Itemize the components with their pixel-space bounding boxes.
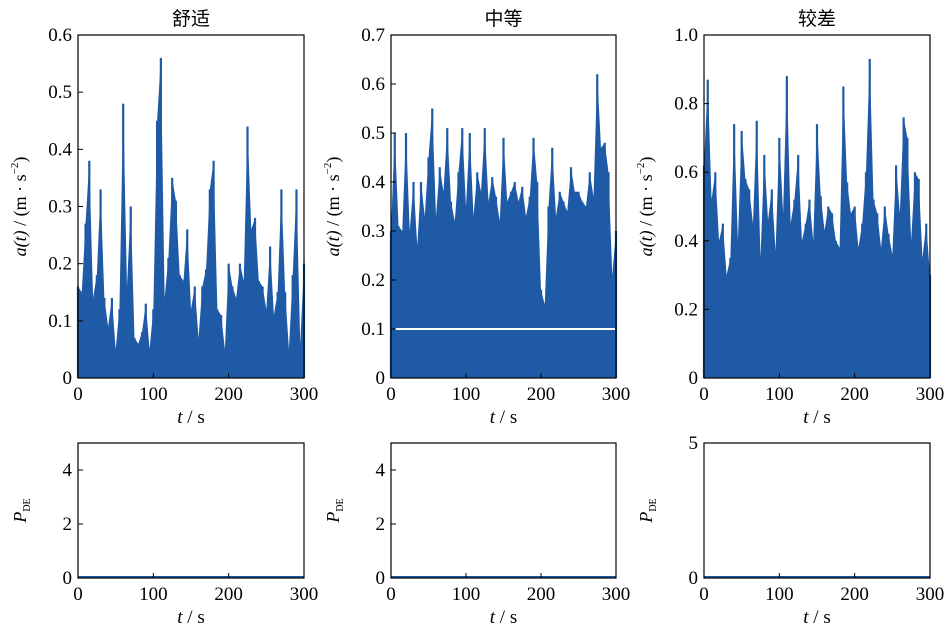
y-tick-label: 0	[63, 368, 73, 389]
plot-frame	[77, 442, 305, 579]
chart-title: 中等	[484, 8, 522, 30]
chart-panel-1: 0 100 200 300 0 0.1 0.2 0.3 0.4 0.5 0.6 舒适 t / s a(t)…	[9, 8, 318, 428]
plot-frame	[703, 34, 931, 379]
x-axis-label: t / s	[490, 607, 517, 628]
y-tick-label: 0	[63, 568, 73, 589]
y-tick-label: 0.3	[361, 221, 385, 242]
x-tick-label: 200	[214, 384, 243, 405]
x-tick-label: 100	[452, 584, 481, 605]
plot-frame	[390, 34, 617, 379]
plot-frame	[703, 442, 931, 579]
y-tick-label: 0.1	[48, 311, 72, 332]
y-tick-label: 0.3	[48, 197, 72, 218]
x-axis-label: t / s	[803, 607, 830, 628]
x-tick-label: 200	[840, 384, 869, 405]
x-tick-label: 0	[386, 584, 396, 605]
y-tick-label: 0.6	[674, 162, 698, 183]
y-tick-label: 0	[689, 368, 699, 389]
y-tick-label: 0	[376, 568, 386, 589]
chart-title: 舒适	[172, 8, 210, 30]
x-tick-label: 200	[214, 584, 243, 605]
x-tick-label: 200	[527, 384, 556, 405]
x-tick-label: 100	[139, 384, 168, 405]
x-tick-label: 0	[699, 584, 709, 605]
plot-frame	[390, 442, 617, 579]
y-tick-label: 2	[63, 514, 73, 535]
y-tick-label: 5	[689, 433, 699, 454]
x-tick-label: 300	[916, 584, 945, 605]
x-tick-label: 200	[527, 584, 556, 605]
x-tick-label: 100	[765, 584, 794, 605]
y-tick-label: 0.1	[361, 319, 385, 340]
x-tick-label: 0	[386, 384, 396, 405]
y-tick-label: 0.2	[361, 270, 385, 291]
x-axis-label: t / s	[177, 607, 204, 628]
x-tick-label: 100	[139, 584, 168, 605]
y-tick-label: 0.4	[361, 172, 385, 193]
chart-panel-2: 0 100 200 300 0 0.1 0.2 0.3 0.4 0.5 0.6 0.7 中等 t / s a…	[322, 8, 630, 428]
y-tick-label: 2	[376, 514, 386, 535]
x-tick-label: 0	[699, 384, 709, 405]
y-tick-label: 0.2	[674, 299, 698, 320]
chart-title: 较差	[798, 8, 836, 30]
chart-panel-6: 0 100 200 300 0 5 t / s PDE	[636, 433, 944, 628]
x-tick-label: 300	[602, 384, 631, 405]
x-tick-label: 300	[602, 584, 631, 605]
chart-panel-4: 0 100 200 300 0 2 4 t / s PDE	[10, 442, 319, 628]
y-axis-label: a(t) / (m · s−2)	[322, 157, 344, 257]
y-tick-label: 0.2	[48, 254, 72, 275]
chart-panel-3: 0 100 200 300 0 0.2 0.4 0.6 0.8 1.0 较差 t / s a(t) / …	[635, 8, 944, 428]
y-axis-label: PDE	[636, 498, 659, 523]
y-axis-label: PDE	[323, 498, 346, 523]
x-axis-label: t / s	[803, 407, 830, 428]
y-tick-label: 4	[63, 460, 73, 481]
x-axis-label: t / s	[490, 407, 517, 428]
y-tick-label: 0.5	[48, 82, 72, 103]
x-tick-label: 300	[290, 384, 319, 405]
y-tick-label: 0.4	[674, 231, 698, 252]
y-tick-label: 0.6	[48, 25, 72, 46]
x-tick-label: 300	[290, 584, 319, 605]
x-tick-label: 200	[840, 584, 869, 605]
y-tick-label: 0.8	[674, 94, 698, 115]
y-axis-label: PDE	[10, 498, 33, 523]
y-tick-label: 0.7	[361, 25, 385, 46]
y-axis-label: a(t) / (m · s−2)	[9, 157, 31, 257]
y-tick-label: 0	[376, 368, 386, 389]
y-axis-label: a(t) / (m · s−2)	[635, 157, 657, 257]
y-tick-label: 0.6	[361, 74, 385, 95]
x-tick-label: 100	[452, 384, 481, 405]
x-axis-label: t / s	[177, 407, 204, 428]
x-tick-label: 0	[73, 584, 83, 605]
y-tick-label: 0	[689, 568, 699, 589]
chart-panel-5: 0 100 200 300 0 2 4 t / s PDE	[323, 442, 631, 628]
y-tick-label: 0.5	[361, 123, 385, 144]
y-tick-label: 0.4	[48, 139, 72, 160]
y-tick-label: 1.0	[674, 25, 698, 46]
x-tick-label: 0	[73, 384, 83, 405]
x-tick-label: 300	[916, 384, 945, 405]
x-tick-label: 100	[765, 384, 794, 405]
y-tick-label: 4	[376, 460, 386, 481]
